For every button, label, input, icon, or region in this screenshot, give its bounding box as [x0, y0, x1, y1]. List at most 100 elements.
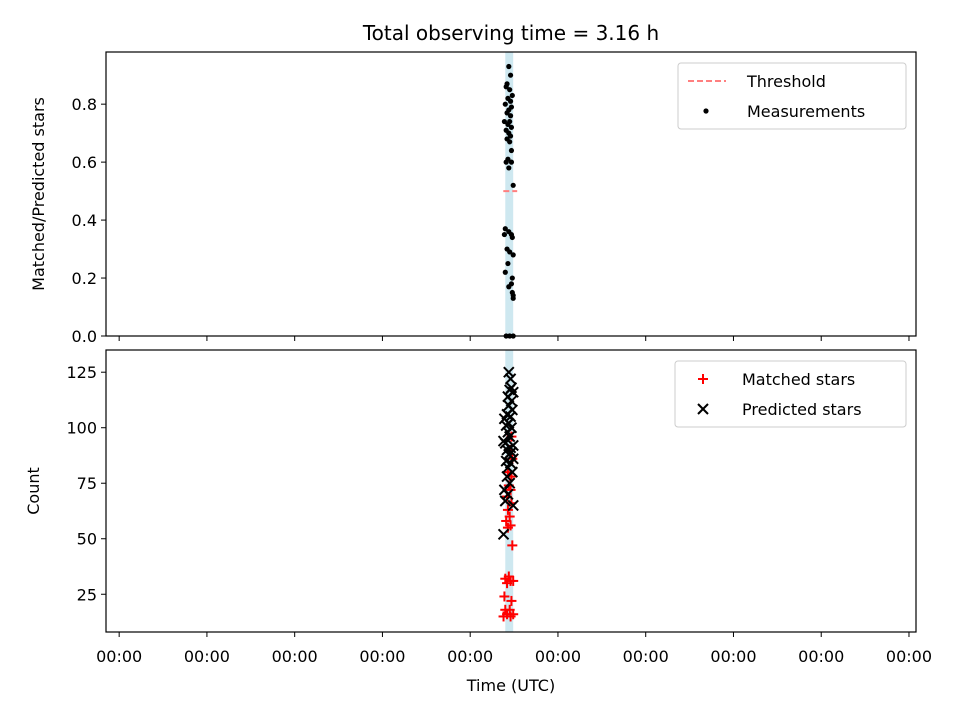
measurement-point [503, 84, 509, 90]
measurement-point [502, 269, 508, 275]
chart-title: Total observing time = 3.16 h [362, 21, 659, 45]
y-tick-label: 0.6 [72, 153, 97, 172]
measurement-point [503, 159, 509, 165]
top-panel: 0.0 0.2 0.4 0.6 0.8 Matched/Predicted stars Th… [29, 51, 917, 346]
marker-stroke [507, 499, 519, 512]
predicted-star-marker [503, 366, 515, 378]
measurement-point [505, 121, 511, 128]
predicted-star-marker [499, 495, 512, 507]
measurement-point [508, 124, 515, 130]
matched-star-marker [504, 511, 515, 522]
measurement-point [501, 118, 508, 125]
measurement-point [502, 101, 508, 107]
measurement-point [507, 139, 513, 145]
marker-stroke [503, 477, 516, 489]
x-tick-label: 00:00 [359, 647, 405, 666]
y-tick-label: 125 [66, 363, 97, 382]
marker-stroke [499, 495, 512, 507]
matched-star-marker [506, 595, 517, 606]
y-tick-label: 0.8 [72, 95, 97, 114]
measurement-point [507, 87, 513, 93]
legend: Matched stars Predicted stars [674, 360, 907, 428]
legend-label: Predicted stars [742, 400, 862, 419]
legend-box [674, 360, 907, 428]
y-axis-label: Matched/Predicted stars [29, 97, 48, 291]
observing-band [505, 52, 514, 336]
x-tick-label: 00:00 [710, 647, 756, 666]
measurement-point [507, 98, 514, 104]
legend-label: Threshold [746, 72, 826, 91]
y-tick-label: 100 [66, 419, 97, 438]
measurement-point [508, 147, 515, 154]
legend-box [677, 62, 907, 130]
x-tick-label: 00:00 [886, 647, 932, 666]
marker-stroke [497, 528, 510, 541]
marker-stroke [500, 455, 512, 467]
axes-frame [105, 349, 917, 633]
marker-stroke [505, 446, 518, 458]
measurement-point [506, 63, 512, 70]
marker-stroke [505, 422, 518, 434]
matched-star-marker [505, 520, 516, 531]
measurement-point [507, 72, 514, 78]
x-tick-label: 00:00 [447, 647, 493, 666]
measurement-point [506, 284, 512, 290]
measurement-point [510, 292, 516, 299]
x-tick-label: 00:00 [535, 647, 581, 666]
legend-label: Matched stars [742, 370, 855, 389]
marker-stroke [697, 403, 709, 415]
x-tick-label: 00:00 [623, 647, 669, 666]
predicted-star-marker [507, 499, 519, 512]
x-axis-label: Time (UTC) [466, 676, 555, 695]
matched-star-marker [504, 604, 515, 615]
y-axis-label: Count [24, 467, 43, 515]
x-tick-label: 00:00 [798, 647, 844, 666]
y-tick-label: 75 [77, 474, 97, 493]
predicted-star-marker [500, 455, 512, 467]
y-tick-label: 25 [77, 585, 97, 604]
measurement-point [507, 133, 514, 139]
marker-stroke [503, 430, 516, 443]
x-tick-label: 00:00 [184, 647, 230, 666]
observing-band [505, 350, 514, 632]
x-tick-label: 00:00 [96, 647, 142, 666]
legend-predicted-swatch [697, 403, 709, 415]
measurement-point [508, 159, 515, 165]
measurement-point [509, 234, 515, 241]
legend-label: Measurements [747, 102, 865, 121]
marker-stroke [504, 373, 517, 385]
y-tick-label: 0.4 [72, 211, 97, 230]
measurement-point [510, 252, 516, 258]
measurement-point [504, 110, 510, 116]
predicted-star-marker [503, 477, 516, 489]
bottom-panel: 25 50 75 100 125 Count 00:00 00:00 00:00 00:00 00:… [24, 349, 932, 666]
measurement-point [509, 275, 515, 281]
predicted-star-marker [497, 528, 510, 541]
matched-star-marker [507, 540, 518, 551]
measurement-point [507, 249, 513, 255]
legend-measurement-swatch [703, 108, 709, 114]
y-tick-label: 0.0 [72, 327, 97, 346]
predicted-star-marker [504, 373, 517, 385]
legend-matched-swatch [698, 374, 708, 384]
predicted-star-marker [497, 435, 510, 447]
marker-stroke [507, 439, 519, 452]
marker-stroke [503, 366, 515, 378]
measurement-point [501, 231, 508, 238]
x-tick-label: 00:00 [272, 647, 318, 666]
matched-star-marker [499, 591, 510, 602]
marker-stroke [497, 435, 510, 447]
measurement-point [502, 226, 508, 232]
matched-star-marker [505, 484, 516, 495]
axes-frame [105, 51, 917, 337]
y-tick-label: 0.2 [72, 269, 97, 288]
y-tick-label: 50 [77, 530, 97, 549]
matched-star-marker [503, 571, 514, 582]
measurement-point [509, 92, 515, 99]
predicted-star-marker [507, 439, 519, 452]
measurement-point [510, 182, 516, 188]
measurement-point [505, 260, 511, 267]
measurement-point [507, 113, 514, 119]
matched-star-marker [508, 575, 519, 586]
